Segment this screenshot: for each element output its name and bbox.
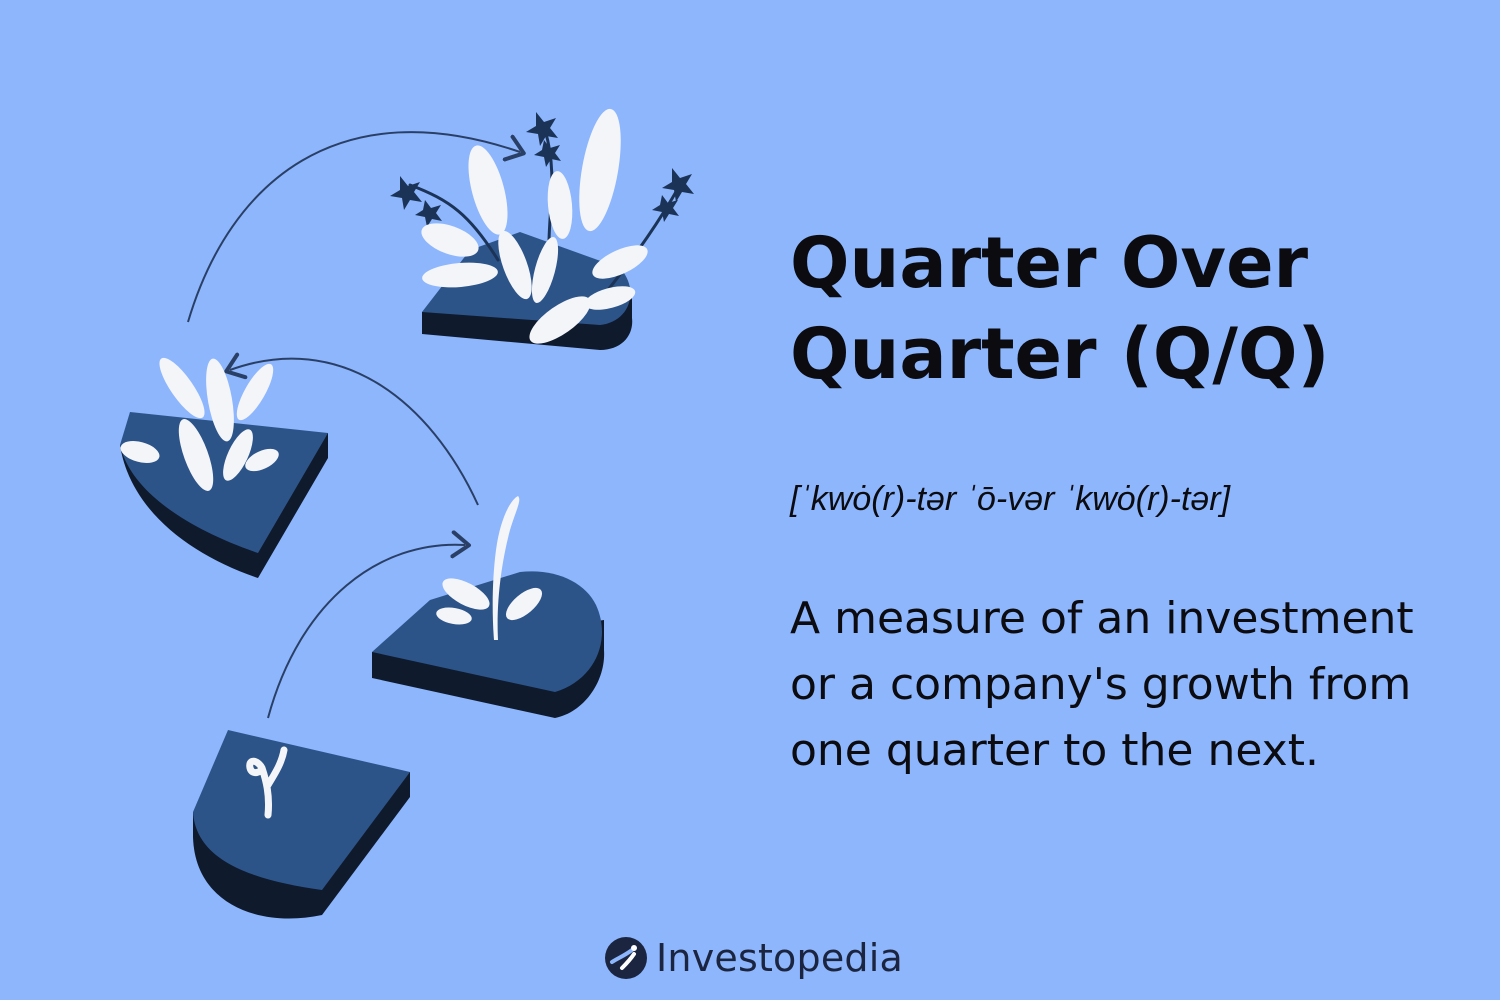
stone-quarter-4 (390, 108, 694, 350)
stone-quarter-3 (120, 357, 328, 578)
definition-line-3: one quarter to the next. (790, 725, 1319, 776)
stone-quarter-1 (193, 730, 410, 919)
leaves (421, 108, 648, 344)
brand-logo: Investopedia (604, 934, 903, 982)
definition-line-1: A measure of an investment (790, 593, 1414, 644)
definition-line-2: or a company's growth from (790, 659, 1412, 710)
pronunciation: [ˈkwȯ(r)-tər ˈō-vər ˈkwȯ(r)-tər] (790, 480, 1231, 518)
brand-name: Investopedia (656, 936, 903, 980)
investopedia-logo-icon (605, 937, 647, 979)
title-line-1: Quarter Over (790, 222, 1309, 304)
curved-arrow-icon (267, 530, 471, 719)
curved-arrow-icon (224, 352, 479, 506)
growth-illustration (120, 108, 694, 919)
page-title: Quarter Over Quarter (Q/Q) (790, 218, 1470, 400)
stone-quarter-2 (372, 496, 605, 718)
sprout-icon (120, 357, 279, 491)
sprout-icon (246, 746, 288, 819)
title-line-2: Quarter (Q/Q) (790, 313, 1330, 395)
sprout-icon (436, 496, 543, 640)
curved-arrow-icon (187, 131, 526, 323)
definition-text: A measure of an investment or a company'… (790, 586, 1480, 784)
flower-icon (390, 112, 694, 227)
